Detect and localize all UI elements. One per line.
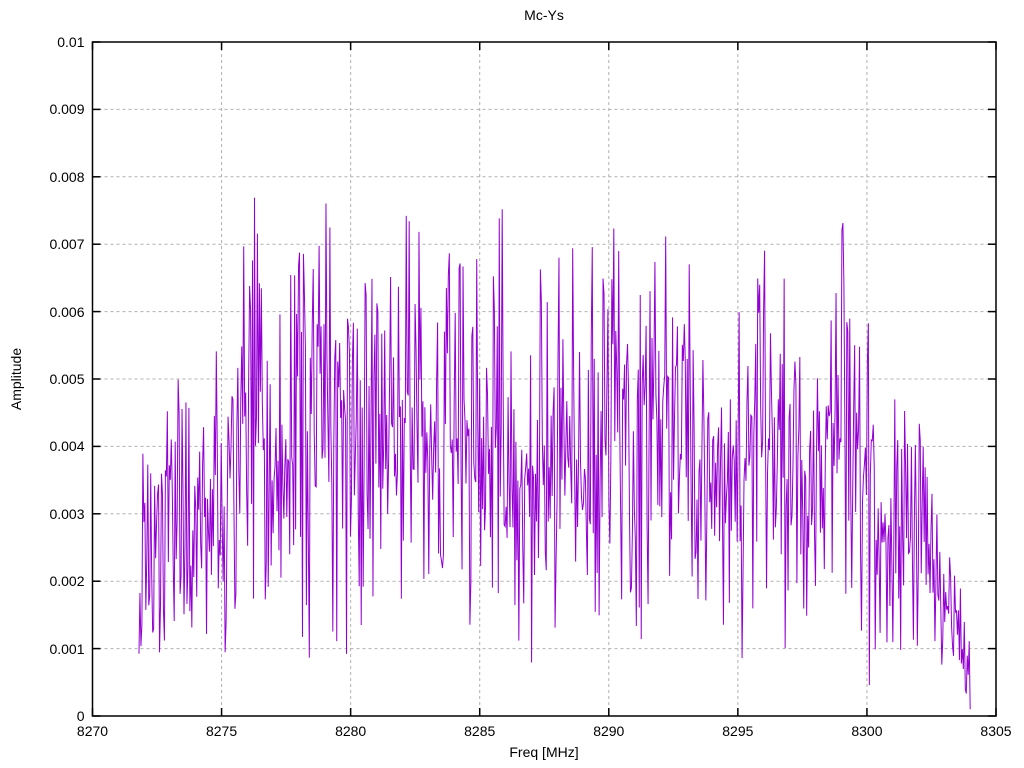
- x-tick-label: 8290: [593, 723, 625, 739]
- chart-title: Mc-Ys: [524, 7, 564, 23]
- y-tick-label: 0.007: [49, 236, 85, 253]
- y-tick-label: 0.002: [49, 573, 85, 590]
- x-tick-label: 8305: [980, 723, 1012, 739]
- y-tick-label: 0: [76, 708, 85, 724]
- x-axis-title: Freq [MHz]: [509, 744, 579, 760]
- x-tick-label: 8300: [851, 723, 883, 739]
- x-tick-label: 8295: [722, 723, 754, 739]
- y-tick-label: 0.009: [49, 101, 85, 118]
- x-tick-label: 8285: [464, 723, 496, 739]
- x-tick-label: 8280: [335, 723, 367, 739]
- y-tick-label: 0.003: [49, 505, 85, 522]
- y-tick-label: 0.01: [57, 34, 85, 50]
- x-tick-label: 8270: [76, 723, 109, 739]
- y-tick-label: 0.004: [49, 438, 85, 455]
- y-tick-label: 0.006: [49, 303, 85, 320]
- y-tick-label: 0.008: [49, 168, 85, 185]
- y-axis-title-text: Amplitude: [8, 347, 24, 411]
- x-tick-label: 8275: [205, 723, 238, 739]
- y-tick-label: 0.005: [49, 371, 85, 387]
- y-tick-label: 0.001: [49, 640, 85, 657]
- data-series-line: [138, 197, 971, 710]
